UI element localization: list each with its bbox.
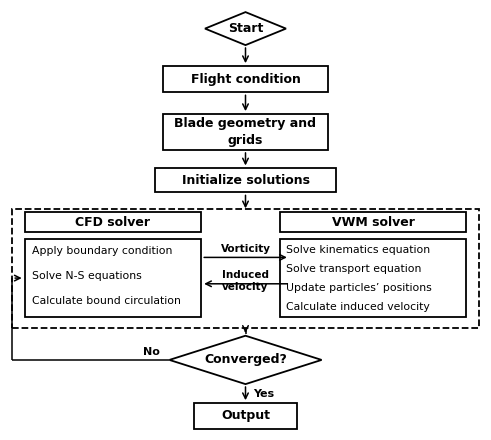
Text: Calculate induced velocity: Calculate induced velocity	[286, 302, 430, 312]
Text: Solve transport equation: Solve transport equation	[286, 264, 421, 274]
Bar	[280, 239, 466, 317]
Text: velocity: velocity	[222, 282, 269, 292]
Text: Output: Output	[221, 409, 270, 422]
Bar	[194, 403, 297, 429]
Text: VWM solver: VWM solver	[332, 216, 414, 229]
Text: No: No	[143, 347, 160, 357]
Bar	[163, 66, 328, 92]
Text: Blade geometry and
grids: Blade geometry and grids	[174, 117, 317, 147]
Text: Solve N-S equations: Solve N-S equations	[32, 271, 142, 281]
Text: Converged?: Converged?	[204, 353, 287, 367]
Text: Flight condition: Flight condition	[191, 73, 300, 86]
Text: Calculate bound circulation: Calculate bound circulation	[32, 296, 181, 305]
Bar	[163, 114, 328, 150]
Polygon shape	[205, 12, 286, 45]
Text: Yes: Yes	[253, 389, 274, 399]
Text: Initialize solutions: Initialize solutions	[182, 174, 309, 187]
Polygon shape	[169, 336, 322, 384]
Bar	[155, 168, 336, 193]
Text: Induced: Induced	[222, 270, 269, 280]
Text: Apply boundary condition: Apply boundary condition	[32, 246, 172, 256]
Text: Update particles’ positions: Update particles’ positions	[286, 283, 432, 293]
Text: Vorticity: Vorticity	[220, 244, 271, 254]
Text: Solve kinematics equation: Solve kinematics equation	[286, 245, 430, 255]
Text: CFD solver: CFD solver	[76, 216, 150, 229]
Bar	[12, 209, 479, 328]
Text: Start: Start	[228, 22, 263, 35]
Bar	[25, 239, 201, 317]
Bar	[280, 213, 466, 232]
Bar	[25, 213, 201, 232]
